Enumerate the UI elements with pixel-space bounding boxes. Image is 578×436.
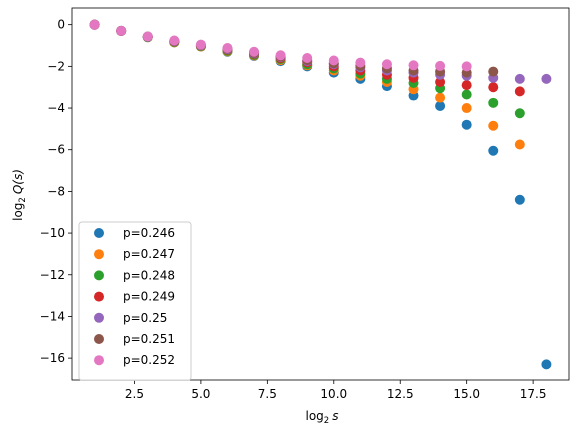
- legend-marker: [94, 228, 104, 238]
- x-axis-label: log2 s: [306, 409, 339, 426]
- y-axis-label: log2Q(s): [11, 169, 28, 221]
- x-tick-label: 5.0: [191, 387, 210, 401]
- data-point: [514, 73, 525, 84]
- legend-label: p=0.251: [123, 332, 175, 346]
- data-point: [541, 73, 552, 84]
- x-tick-label: 7.5: [258, 387, 277, 401]
- data-point: [514, 194, 525, 205]
- data-point: [514, 86, 525, 97]
- legend-label: p=0.25: [123, 311, 167, 325]
- y-tick-label: −2: [47, 59, 65, 73]
- data-point: [195, 39, 206, 50]
- legend: p=0.246 p=0.247 p=0.248 p=0.249 p=0.25 p=0.25…: [78, 221, 192, 381]
- y-tick-label: −6: [47, 143, 65, 157]
- legend-marker: [94, 291, 104, 302]
- data-point: [541, 359, 552, 370]
- data-point: [514, 108, 525, 119]
- legend-marker: [94, 312, 104, 323]
- x-tick-label: 17.5: [520, 387, 547, 401]
- data-point: [328, 55, 339, 66]
- y-tick-label: −12: [40, 268, 65, 282]
- data-point: [461, 103, 472, 114]
- data-point: [488, 145, 499, 156]
- y-tick-label: −4: [47, 101, 65, 115]
- data-points: [89, 19, 552, 370]
- data-point: [89, 19, 100, 30]
- y-tick-label: −8: [47, 184, 65, 198]
- legend-box: [78, 221, 192, 381]
- data-point: [461, 89, 472, 100]
- data-point: [514, 139, 525, 150]
- data-point: [435, 100, 446, 111]
- x-tick-label: 15.0: [453, 387, 480, 401]
- data-point: [461, 119, 472, 130]
- data-point: [435, 60, 446, 71]
- data-point: [435, 76, 446, 87]
- tick-marks: 2.5 5.0 7.5 10.0 12.5 15.0 17.5 0 −2 −4 −6 −8 −10 −12…: [40, 7, 570, 401]
- legend-label: p=0.252: [123, 353, 175, 367]
- data-point: [488, 120, 499, 131]
- axes-frame: [71, 7, 570, 381]
- data-point: [275, 50, 286, 61]
- legend-label: p=0.247: [123, 247, 175, 261]
- data-point: [302, 53, 313, 64]
- legend-marker: [94, 355, 104, 366]
- y-tick-label: −16: [40, 351, 65, 365]
- data-point: [488, 97, 499, 108]
- data-point: [355, 57, 366, 68]
- data-point: [381, 59, 392, 70]
- data-point: [461, 61, 472, 72]
- data-point: [461, 80, 472, 91]
- legend-label: p=0.248: [123, 268, 175, 282]
- legend-label: p=0.246: [123, 226, 175, 240]
- data-point: [116, 25, 127, 36]
- data-point: [142, 31, 153, 42]
- y-tick-label: −14: [40, 309, 65, 323]
- data-point: [169, 35, 180, 46]
- x-tick-label: 10.0: [320, 387, 347, 401]
- legend-marker: [94, 334, 104, 344]
- y-tick-label: 0: [57, 18, 65, 32]
- data-point: [408, 60, 419, 71]
- legend-label: p=0.249: [123, 290, 175, 304]
- x-tick-label: 2.5: [125, 387, 144, 401]
- data-point: [488, 82, 499, 93]
- y-tick-label: −10: [40, 226, 65, 240]
- data-point: [488, 66, 499, 77]
- x-tick-label: 12.5: [387, 387, 414, 401]
- legend-marker: [94, 249, 104, 260]
- data-point: [222, 43, 233, 54]
- data-point: [249, 46, 260, 57]
- legend-marker: [94, 270, 104, 281]
- data-point: [435, 92, 446, 103]
